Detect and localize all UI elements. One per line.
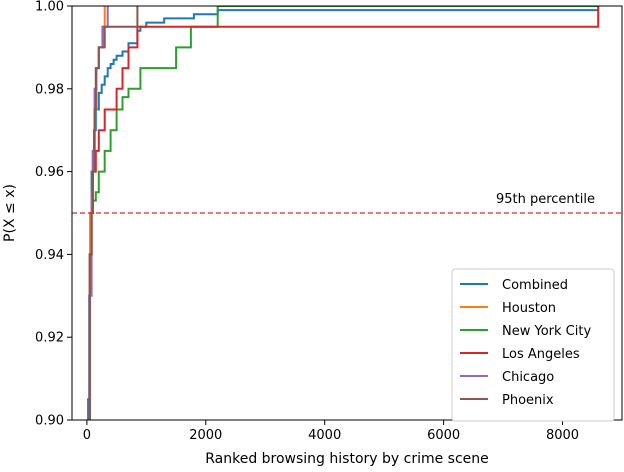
y-tick-label: 0.92: [35, 331, 64, 346]
y-tick-label: 0.90: [35, 414, 64, 429]
y-axis-label: P(X ≤ x): [2, 184, 18, 242]
x-tick-label: 8000: [546, 428, 579, 443]
x-tick-label: 4000: [308, 428, 341, 443]
legend-label-los-angeles: Los Angeles: [502, 347, 580, 362]
x-tick-label: 6000: [427, 428, 460, 443]
legend-label-phoenix: Phoenix: [502, 393, 554, 408]
legend-box: [451, 268, 615, 422]
legend-label-combined: Combined: [502, 278, 568, 293]
x-tick-label: 2000: [189, 428, 222, 443]
y-tick-label: 1.00: [35, 0, 64, 15]
legend-label-chicago: Chicago: [502, 370, 554, 385]
y-tick-label: 0.94: [35, 248, 64, 263]
y-tick-label: 0.96: [35, 165, 64, 180]
series-line-phoenix: [87, 6, 139, 420]
plot-frame: [71, 5, 623, 421]
legend: Combined Houston New York City Los Angeles C…: [451, 268, 615, 422]
x-axis-label: Ranked browsing history by crime scene: [205, 451, 489, 467]
legend-label-new-york-city: New York City: [502, 324, 591, 339]
reference-line-label: 95th percentile: [496, 192, 595, 207]
x-tick-label: 0: [83, 428, 91, 443]
y-tick-label: 0.98: [35, 82, 64, 97]
axes-layer: 0 2000 4000 6000 8000 0.90 0.92 0.94 0.96 0.98 1.0…: [35, 0, 623, 443]
legend-label-houston: Houston: [502, 301, 556, 316]
